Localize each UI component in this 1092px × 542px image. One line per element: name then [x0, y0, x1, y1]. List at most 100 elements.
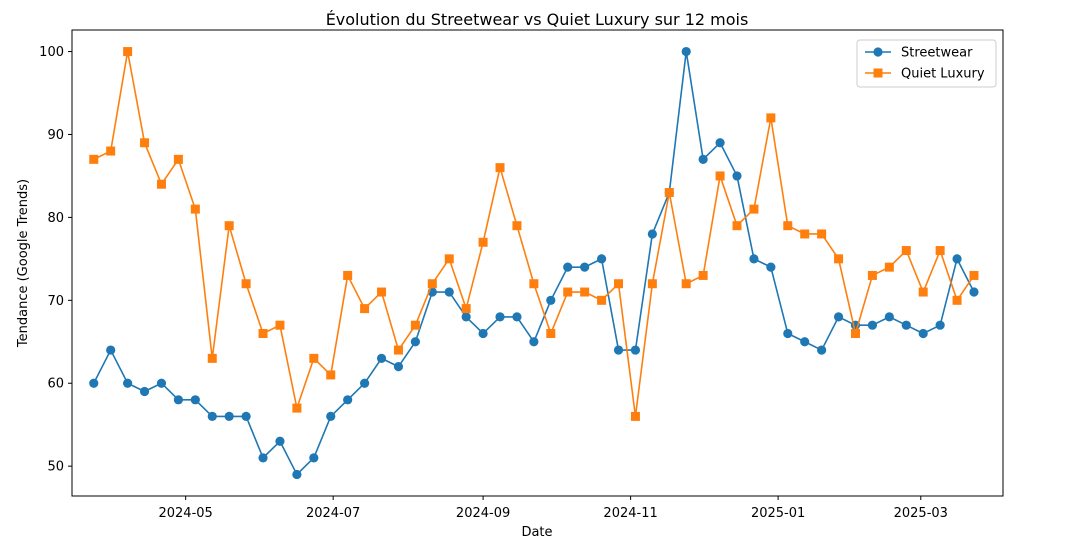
x-axis-label: Date	[521, 525, 552, 538]
legend-label: Streetwear	[901, 46, 973, 61]
legend-marker	[873, 47, 883, 57]
data-point	[867, 270, 877, 280]
data-point	[783, 328, 793, 339]
series-streetwear	[89, 46, 979, 480]
data-point	[512, 221, 522, 231]
legend-entry: Streetwear	[865, 46, 973, 61]
data-point	[343, 270, 353, 280]
data-point	[444, 254, 454, 264]
data-point	[326, 411, 336, 421]
legend-entry: Quiet Luxury	[865, 67, 985, 82]
data-point	[749, 204, 759, 214]
y-tick-label: 100	[39, 45, 64, 60]
data-point	[292, 403, 302, 413]
data-point	[952, 295, 962, 305]
y-axis: 50 60 70 80 90 100	[39, 45, 72, 475]
series-line	[93, 50, 975, 418]
data-point	[529, 337, 539, 347]
plot-area	[89, 46, 979, 480]
data-point	[630, 345, 641, 355]
data-point	[309, 353, 319, 363]
data-point	[123, 378, 133, 388]
legend-marker	[873, 68, 883, 78]
y-tick-label: 90	[47, 128, 64, 143]
data-point	[376, 353, 387, 363]
x-tick-label: 2024-11	[603, 506, 657, 521]
data-point	[461, 312, 471, 322]
data-point	[478, 237, 488, 247]
data-point	[630, 411, 640, 421]
data-point	[749, 254, 759, 264]
data-point	[140, 138, 150, 148]
x-tick-label: 2024-07	[306, 506, 360, 521]
plot-frame	[71, 29, 1004, 497]
data-point	[495, 163, 505, 173]
data-point	[817, 229, 827, 239]
data-point	[732, 221, 742, 231]
legend-label: Quiet Luxury	[901, 67, 985, 82]
data-point	[546, 328, 556, 338]
data-point	[614, 279, 624, 289]
data-point	[800, 337, 810, 347]
y-tick-label: 80	[47, 211, 64, 226]
data-point	[664, 188, 674, 198]
data-point	[275, 320, 285, 330]
data-point	[343, 395, 353, 405]
data-point	[867, 320, 878, 330]
data-point	[613, 345, 624, 355]
data-point	[681, 46, 691, 57]
data-point	[106, 146, 116, 156]
data-point	[766, 262, 776, 272]
data-point	[597, 295, 607, 305]
data-point	[326, 370, 336, 380]
data-point	[478, 328, 488, 339]
data-point	[156, 179, 166, 189]
data-point	[461, 304, 471, 314]
data-point	[647, 279, 657, 289]
data-point	[783, 221, 793, 231]
data-point	[884, 262, 894, 272]
data-point	[884, 312, 894, 322]
data-point	[817, 345, 827, 355]
data-point	[393, 345, 403, 355]
data-point	[427, 279, 437, 289]
data-point	[850, 328, 860, 338]
data-point	[106, 345, 116, 355]
data-point	[173, 154, 183, 164]
data-point	[596, 254, 607, 264]
data-point	[258, 328, 268, 338]
data-point	[190, 395, 200, 405]
data-point	[698, 270, 708, 280]
data-point	[732, 171, 742, 181]
data-point	[529, 279, 539, 289]
data-point	[360, 304, 370, 314]
data-point	[241, 279, 251, 289]
data-point	[681, 279, 691, 289]
data-point	[901, 320, 911, 330]
y-tick-label: 50	[47, 460, 64, 475]
data-point	[546, 295, 556, 305]
data-point	[969, 270, 979, 280]
data-point	[766, 113, 776, 123]
data-point	[715, 138, 725, 148]
data-point	[139, 386, 150, 397]
data-point	[901, 246, 911, 256]
data-point	[123, 47, 133, 57]
legend-box	[856, 39, 997, 88]
data-point	[918, 287, 928, 297]
data-point	[190, 204, 200, 214]
x-axis: 2024-05 2024-07 2024-09 2024-11 2025-01 2025-…	[158, 496, 948, 521]
data-point	[834, 254, 844, 264]
data-point	[580, 262, 590, 272]
data-point	[377, 287, 387, 297]
data-point	[89, 154, 99, 164]
data-point	[715, 171, 725, 181]
x-tick-label: 2025-01	[751, 506, 805, 521]
x-tick-label: 2024-05	[158, 506, 212, 521]
data-point	[800, 229, 810, 239]
x-tick-label: 2024-09	[456, 506, 510, 521]
data-point	[410, 337, 420, 347]
data-point	[224, 221, 234, 231]
